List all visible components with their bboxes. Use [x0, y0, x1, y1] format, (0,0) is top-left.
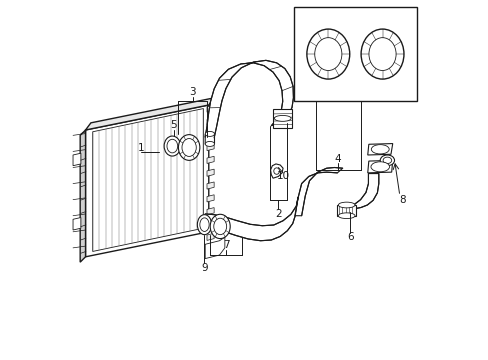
Ellipse shape: [338, 202, 354, 208]
Ellipse shape: [274, 116, 290, 121]
Polygon shape: [93, 109, 203, 251]
Ellipse shape: [380, 155, 394, 166]
Ellipse shape: [197, 215, 211, 235]
Polygon shape: [73, 217, 81, 230]
Ellipse shape: [178, 135, 200, 160]
Polygon shape: [206, 144, 214, 150]
Polygon shape: [206, 105, 214, 112]
Text: 10: 10: [276, 171, 289, 181]
Polygon shape: [206, 195, 214, 202]
Bar: [337, 205, 355, 216]
Text: 8: 8: [398, 195, 405, 204]
Bar: [293, 7, 416, 102]
Text: 1: 1: [137, 143, 144, 153]
Ellipse shape: [182, 139, 196, 157]
Polygon shape: [85, 105, 208, 257]
Text: 2: 2: [275, 209, 281, 219]
Ellipse shape: [368, 38, 395, 71]
Ellipse shape: [273, 168, 279, 174]
Polygon shape: [205, 134, 214, 144]
Polygon shape: [206, 208, 214, 215]
Polygon shape: [205, 197, 298, 241]
Text: 6: 6: [346, 232, 353, 242]
Ellipse shape: [210, 214, 230, 239]
Polygon shape: [206, 220, 214, 228]
Polygon shape: [206, 182, 214, 189]
Ellipse shape: [166, 139, 177, 153]
Ellipse shape: [205, 141, 214, 147]
Polygon shape: [206, 156, 214, 163]
Polygon shape: [85, 98, 214, 130]
Polygon shape: [206, 131, 214, 138]
Polygon shape: [367, 144, 392, 155]
Polygon shape: [205, 60, 293, 138]
Text: 5: 5: [170, 120, 177, 130]
Text: 7: 7: [223, 240, 229, 250]
Polygon shape: [80, 130, 85, 262]
Polygon shape: [73, 153, 81, 166]
Polygon shape: [206, 233, 214, 240]
Ellipse shape: [382, 157, 391, 163]
Ellipse shape: [314, 38, 341, 71]
Polygon shape: [205, 237, 224, 258]
Ellipse shape: [360, 29, 403, 79]
Ellipse shape: [370, 145, 388, 154]
Text: 3: 3: [189, 87, 196, 98]
Bar: [273, 109, 291, 128]
Polygon shape: [206, 118, 214, 125]
Ellipse shape: [370, 162, 389, 172]
Ellipse shape: [213, 218, 226, 235]
Polygon shape: [342, 174, 378, 208]
Polygon shape: [206, 246, 214, 253]
Ellipse shape: [200, 218, 209, 231]
Ellipse shape: [338, 213, 354, 219]
Polygon shape: [270, 164, 283, 178]
Text: 9: 9: [201, 262, 207, 273]
Ellipse shape: [306, 29, 349, 79]
Ellipse shape: [164, 136, 180, 156]
Polygon shape: [367, 160, 392, 173]
Text: 4: 4: [334, 154, 341, 163]
Polygon shape: [294, 167, 342, 216]
Ellipse shape: [205, 131, 214, 136]
Polygon shape: [206, 169, 214, 176]
